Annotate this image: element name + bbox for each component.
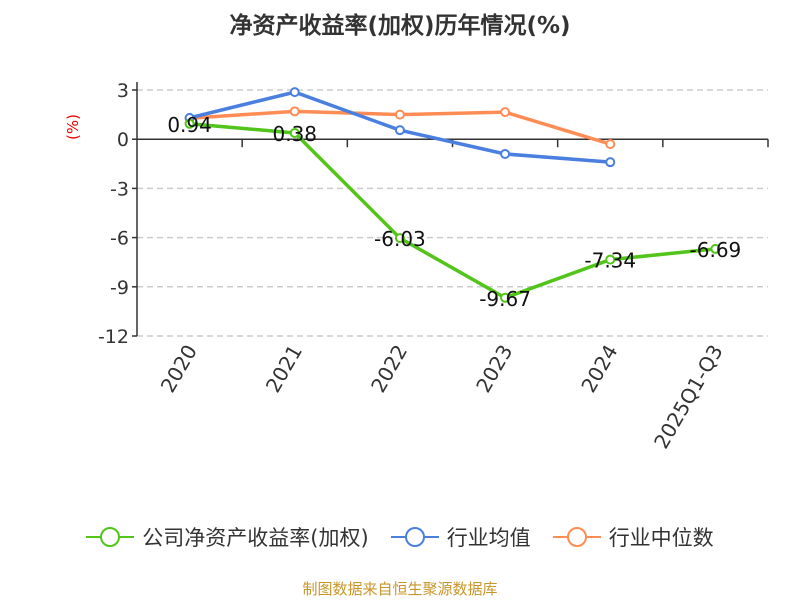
legend: 公司净资产收益率(加权) 行业均值 行业中位数 <box>0 522 800 552</box>
x-tick-label: 2020 <box>156 341 202 397</box>
data-label: -6.69 <box>690 238 742 262</box>
data-point <box>500 148 511 159</box>
data-label: -6.03 <box>374 227 426 251</box>
data-label: -7.34 <box>584 249 636 273</box>
data-point <box>710 243 721 254</box>
data-label: 0.94 <box>167 113 212 137</box>
legend-label: 行业中位数 <box>608 526 714 550</box>
y-tick-label: -6 <box>110 228 129 250</box>
x-tick-label: 2022 <box>366 341 412 397</box>
series-line <box>189 122 716 300</box>
data-label: 0.38 <box>272 122 317 146</box>
legend-label: 公司净资产收益率(加权) <box>142 526 369 550</box>
y-tick-label: -3 <box>110 178 129 200</box>
y-tick-label: -12 <box>98 326 129 348</box>
data-point <box>289 87 300 98</box>
data-point <box>394 233 405 244</box>
data-label: -9.67 <box>479 287 531 311</box>
x-tick-label: 2023 <box>471 341 517 397</box>
y-axis-label: (%) <box>64 114 82 140</box>
data-point <box>500 107 511 118</box>
data-point <box>289 106 300 117</box>
legend-marker-icon <box>390 527 439 547</box>
data-point <box>605 139 616 150</box>
data-point <box>394 125 405 136</box>
y-tick-label: 0 <box>117 129 129 151</box>
legend-item-industry-median[interactable]: 行业中位数 <box>552 522 714 552</box>
x-tick-label: 2024 <box>576 341 622 397</box>
data-point <box>394 109 405 120</box>
data-point <box>500 292 511 303</box>
source-footer: 制图数据来自恒生聚源数据库 <box>302 580 498 598</box>
data-point <box>289 127 300 138</box>
chart-title: 净资产收益率(加权)历年情况(%) <box>229 13 571 39</box>
y-tick-label: 3 <box>117 80 129 102</box>
data-point <box>605 157 616 168</box>
legend-marker-icon <box>86 527 135 547</box>
legend-label: 行业均值 <box>446 526 531 550</box>
x-tick-label: 2021 <box>261 341 307 397</box>
data-point <box>605 254 616 265</box>
legend-item-company[interactable]: 公司净资产收益率(加权) <box>86 522 369 552</box>
data-point <box>184 118 195 129</box>
y-tick-label: -9 <box>110 277 129 299</box>
x-tick-label: 2025Q1-Q3 <box>649 341 728 453</box>
legend-item-industry-mean[interactable]: 行业均值 <box>390 522 531 552</box>
legend-marker-icon <box>552 527 601 547</box>
